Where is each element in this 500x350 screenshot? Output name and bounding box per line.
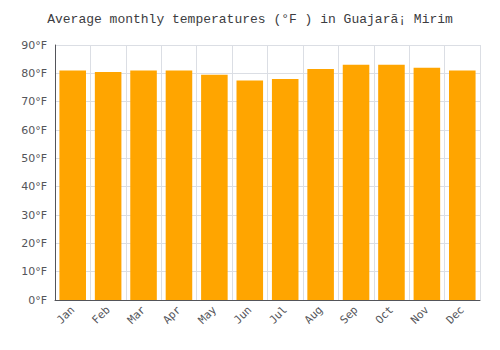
svg-text:Nov: Nov: [408, 303, 431, 326]
svg-text:50°F: 50°F: [21, 152, 47, 165]
svg-text:0°F: 0°F: [28, 294, 47, 307]
svg-text:Jul: Jul: [267, 303, 290, 326]
svg-text:10°F: 10°F: [21, 265, 47, 278]
svg-text:60°F: 60°F: [21, 124, 47, 137]
svg-text:Dec: Dec: [444, 303, 467, 326]
svg-text:May: May: [196, 303, 219, 326]
svg-text:Apr: Apr: [160, 303, 183, 326]
svg-text:30°F: 30°F: [21, 209, 47, 222]
svg-text:40°F: 40°F: [21, 180, 47, 193]
svg-text:Oct: Oct: [373, 303, 396, 326]
svg-text:70°F: 70°F: [21, 95, 47, 108]
svg-text:Jan: Jan: [54, 303, 77, 326]
svg-text:80°F: 80°F: [21, 67, 47, 80]
svg-text:Mar: Mar: [125, 303, 148, 326]
svg-text:20°F: 20°F: [21, 237, 47, 250]
svg-text:Jun: Jun: [231, 303, 254, 326]
svg-text:Aug: Aug: [302, 303, 325, 326]
svg-text:Average monthly temperatures (: Average monthly temperatures (°F ) in Gu…: [47, 12, 453, 27]
svg-text:90°F: 90°F: [21, 39, 47, 52]
svg-text:Sep: Sep: [337, 303, 360, 326]
svg-text:Feb: Feb: [89, 303, 112, 326]
